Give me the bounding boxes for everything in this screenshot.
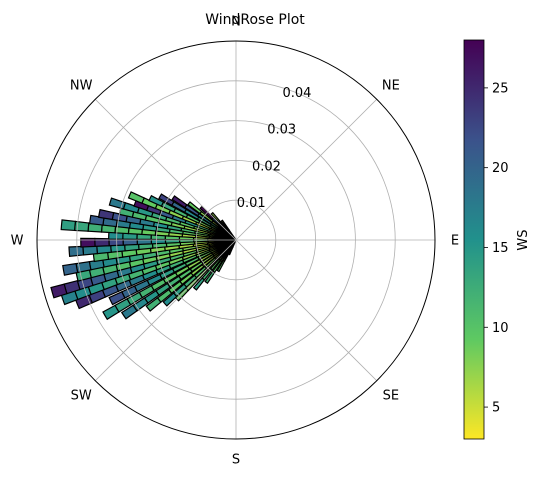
windrose-bar-segment (216, 259, 226, 273)
windrose-bar-segment (220, 219, 231, 232)
direction-label: E (451, 234, 459, 249)
colorbar-tick-label: 15 (492, 241, 509, 256)
direction-label: NE (382, 79, 400, 94)
windrose-bar-segment (187, 201, 203, 215)
windrose-bar-segment (127, 191, 145, 204)
colorbar-ticks: 5 10 15 20 25 (484, 81, 509, 416)
windrose-bar-segment (158, 193, 175, 207)
direction-label: SW (71, 388, 92, 403)
windrose-bar (187, 201, 237, 241)
colorbar-label: WS (516, 229, 531, 250)
windrose-bar-segment (60, 219, 77, 232)
windrose-bar-segment (108, 197, 127, 210)
windrose-bar (220, 219, 237, 241)
windrose-bar-segment (120, 304, 138, 320)
direction-label: W (11, 234, 24, 249)
windrose-bar-segment (50, 283, 68, 299)
windrose-bar-segment (62, 262, 79, 276)
colorbar: 5 10 15 20 25 WS (463, 39, 531, 440)
windrose-bar-segment (162, 292, 178, 307)
axis-labels: N NE E SE S SW W NW 0.01 0.02 0.03 0.04 (11, 15, 460, 468)
polar-spoke (95, 239, 237, 381)
direction-label: NW (70, 79, 93, 94)
radial-tick-label: 0.01 (237, 196, 266, 211)
radial-tick-label: 0.03 (267, 123, 296, 138)
windrose-bar-segment (171, 195, 188, 209)
polar-spoke (95, 99, 237, 241)
polar-ring (76, 80, 396, 400)
colorbar-tick-label: 5 (492, 401, 500, 416)
windrose-bar-segment (210, 211, 222, 224)
bars-layer (50, 191, 237, 321)
windrose-bar-segment (68, 245, 85, 257)
windrose-bar (102, 239, 237, 321)
windrose-bar (145, 239, 237, 312)
chart-title: WindRose Plot (205, 12, 305, 28)
windrose-bar-segment (145, 297, 162, 312)
windrose-bar-segment (80, 237, 96, 248)
polar-spoke (235, 99, 377, 241)
polar-ring (155, 159, 316, 320)
colorbar-tick-label: 25 (492, 81, 509, 96)
direction-label: N (231, 15, 241, 30)
direction-label: S (232, 453, 240, 468)
colorbar-tick-label: 10 (492, 321, 509, 336)
windrose-bar-segment (148, 194, 165, 207)
windrose-bar-segment (108, 290, 126, 306)
polar-ring (116, 120, 356, 360)
windrose-bar-segment (102, 304, 120, 321)
radial-tick-label: 0.02 (252, 159, 281, 174)
windrose-bar (60, 239, 237, 306)
windrose-bar-segment (204, 270, 216, 285)
polar-grid (36, 40, 436, 440)
polar-ring (195, 199, 277, 281)
windrose-bar-segment (97, 208, 115, 221)
colorbar-gradient (463, 39, 485, 440)
polar-spoke (235, 239, 377, 381)
colorbar-tick-label: 20 (492, 161, 509, 176)
windrose-bar-segment (192, 277, 206, 291)
polar-outer-ring (36, 40, 436, 440)
radial-tick-label: 0.04 (282, 86, 311, 101)
windrose-bar (108, 239, 237, 306)
direction-label: SE (383, 388, 399, 403)
